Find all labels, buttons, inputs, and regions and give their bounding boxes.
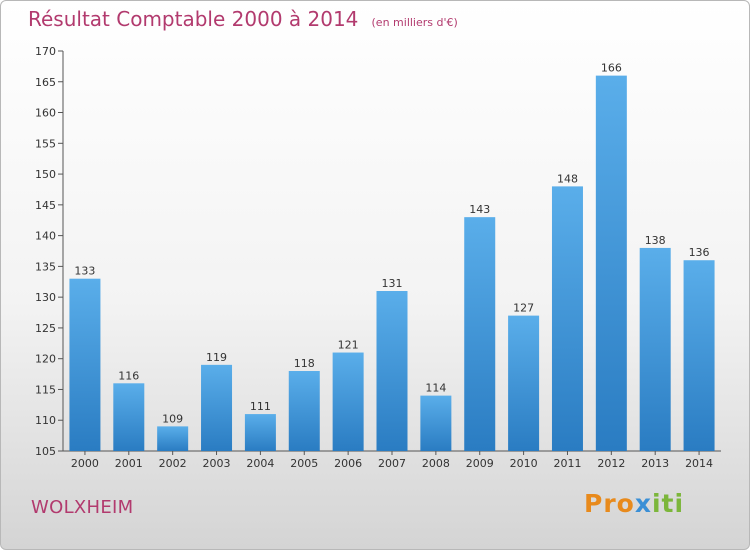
data-label-2000: 133 — [74, 265, 95, 278]
data-label-2013: 138 — [645, 234, 666, 247]
bar-2009 — [464, 217, 496, 451]
data-label-2006: 121 — [338, 339, 359, 352]
bar-2000 — [69, 278, 101, 451]
x-tick-label: 2014 — [685, 457, 713, 470]
y-tick-label: 120 — [35, 353, 56, 366]
chart-title: Résultat Comptable 2000 à 2014 (en milli… — [28, 7, 458, 31]
x-tick-label: 2009 — [466, 457, 494, 470]
bar-2004 — [244, 414, 276, 451]
data-label-2004: 111 — [250, 400, 271, 413]
logo-part-1: Pro — [584, 489, 635, 518]
y-tick-label: 125 — [35, 322, 56, 335]
y-tick-label: 140 — [35, 230, 56, 243]
bar-2003 — [201, 364, 233, 451]
x-tick-label: 2006 — [334, 457, 362, 470]
x-tick-label: 2001 — [115, 457, 143, 470]
data-label-2008: 114 — [425, 382, 446, 395]
bar-2011 — [551, 186, 583, 451]
y-tick-label: 105 — [35, 445, 56, 458]
y-tick-label: 115 — [35, 383, 56, 396]
chart-title-main: Résultat Comptable 2000 à 2014 — [28, 7, 359, 31]
bar-2012 — [595, 75, 627, 451]
data-label-2009: 143 — [469, 203, 490, 216]
x-tick-label: 2011 — [553, 457, 581, 470]
data-label-2014: 136 — [689, 246, 710, 259]
y-tick-label: 170 — [35, 45, 56, 58]
proxiti-logo: Proxiti — [584, 489, 684, 518]
data-label-2005: 118 — [294, 357, 315, 370]
bar-2002 — [157, 426, 189, 451]
y-tick-label: 150 — [35, 168, 56, 181]
chart-bars: 133 116 109 119 111 118 121 131 114 143 127 148 166 1… — [69, 62, 715, 451]
data-label-2003: 119 — [206, 351, 227, 364]
y-tick-label: 135 — [35, 260, 56, 273]
logo-part-3: iti — [651, 489, 685, 518]
x-tick-label: 2008 — [422, 457, 450, 470]
chart-axes: 105 110 115 120 125 130 135 140 145 150 155 160 165 1… — [35, 45, 721, 470]
y-tick-label: 160 — [35, 107, 56, 120]
y-tick-label: 110 — [35, 414, 56, 427]
data-label-2010: 127 — [513, 302, 534, 315]
commune-name: WOLXHEIM — [31, 497, 134, 518]
data-label-2012: 166 — [601, 62, 622, 75]
x-tick-label: 2002 — [159, 457, 187, 470]
y-tick-label: 165 — [35, 76, 56, 89]
x-tick-label: 2013 — [641, 457, 669, 470]
x-tick-label: 2004 — [246, 457, 274, 470]
x-tick-label: 2000 — [71, 457, 99, 470]
bar-2001 — [113, 383, 145, 451]
data-label-2007: 131 — [382, 277, 403, 290]
y-tick-label: 130 — [35, 291, 56, 304]
data-label-2011: 148 — [557, 172, 578, 185]
x-tick-label: 2003 — [203, 457, 231, 470]
y-tick-label: 145 — [35, 199, 56, 212]
bar-2005 — [288, 371, 320, 451]
data-label-2001: 116 — [118, 369, 139, 382]
x-tick-label: 2005 — [290, 457, 318, 470]
bar-2006 — [332, 352, 364, 451]
logo-part-2: x — [634, 489, 652, 518]
x-tick-label: 2010 — [510, 457, 538, 470]
x-tick-label: 2012 — [597, 457, 625, 470]
bar-2010 — [508, 315, 540, 451]
bar-2007 — [376, 291, 408, 451]
x-tick-label: 2007 — [378, 457, 406, 470]
data-label-2002: 109 — [162, 412, 183, 425]
y-tick-label: 155 — [35, 137, 56, 150]
bar-2008 — [420, 395, 452, 451]
chart-title-unit: (en milliers d'€) — [371, 16, 458, 29]
bar-2013 — [639, 247, 671, 451]
bar-2014 — [683, 260, 715, 451]
